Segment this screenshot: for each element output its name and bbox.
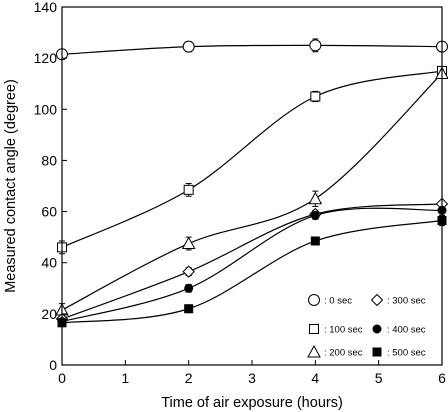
y-tick-label: 60 — [41, 204, 57, 220]
y-axis-ticks: 0 20 40 60 80 100 120 140 — [34, 0, 67, 373]
y-tick-label: 20 — [41, 306, 57, 322]
data-point — [310, 236, 320, 246]
y-tick-label: 80 — [41, 152, 57, 168]
legend-label: : 300 sec — [387, 296, 426, 307]
data-point — [182, 265, 195, 278]
x-tick-label: 5 — [375, 370, 383, 386]
x-tick-label: 3 — [248, 370, 256, 386]
data-point — [184, 283, 194, 293]
series-line — [61, 219, 443, 324]
y-tick-label: 0 — [49, 357, 57, 373]
data-point — [308, 191, 323, 205]
legend-label: : 0 sec — [324, 296, 352, 307]
series-line — [61, 207, 443, 323]
legend-label: : 200 sec — [324, 348, 363, 359]
y-tick-label: 40 — [41, 255, 57, 271]
data-point — [309, 39, 322, 52]
series-line — [61, 70, 443, 248]
data-point — [182, 40, 195, 53]
x-axis-ticks: 0 1 2 3 4 5 6 — [58, 360, 446, 386]
data-markers — [55, 39, 448, 328]
x-tick-label: 0 — [58, 370, 66, 386]
x-axis-label: Time of air exposure (hours) — [161, 395, 343, 411]
series-line — [61, 44, 443, 55]
data-point — [310, 91, 321, 102]
series-line — [61, 73, 443, 311]
y-axis-label: Measured contact angle (degree) — [3, 79, 19, 293]
legend-label: : 400 sec — [387, 325, 426, 336]
legend-label: : 500 sec — [387, 348, 426, 359]
legend-box — [302, 288, 438, 359]
data-point — [181, 236, 196, 250]
series-curves — [61, 44, 443, 324]
legend-marker — [372, 347, 382, 357]
series-line — [61, 203, 443, 320]
legend: : 0 sec : 100 sec : 200 sec : 300 sec : 400 … — [302, 288, 438, 359]
x-tick-label: 2 — [185, 370, 193, 386]
data-point — [310, 210, 320, 220]
y-tick-label: 120 — [34, 50, 58, 66]
y-tick-label: 140 — [34, 0, 58, 15]
legend-marker — [370, 293, 384, 307]
legend-label: : 100 sec — [324, 325, 363, 336]
data-point — [183, 184, 194, 195]
x-tick-label: 6 — [438, 370, 446, 386]
legend-marker — [308, 294, 320, 306]
y-tick-label: 100 — [34, 101, 58, 117]
x-tick-label: 1 — [121, 370, 129, 386]
data-point — [184, 304, 194, 314]
legend-marker — [309, 324, 319, 334]
legend-marker — [372, 324, 382, 334]
legend-marker — [307, 344, 321, 358]
x-tick-label: 4 — [311, 370, 319, 386]
